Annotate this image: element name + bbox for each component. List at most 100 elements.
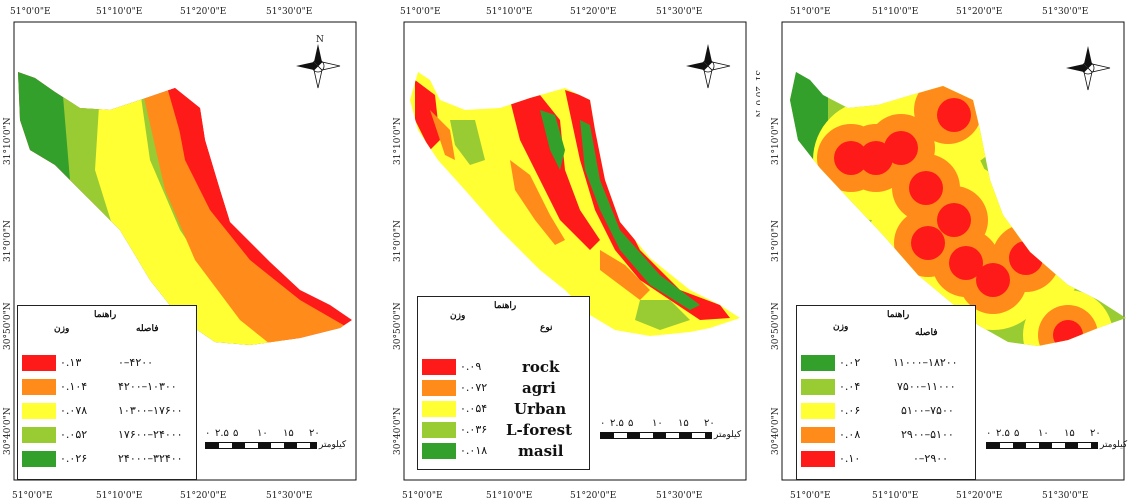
legend-swatch: [422, 422, 456, 438]
lon-tick: 51°30'0"E: [266, 491, 312, 501]
scale-bar: ۰ ۲.۵ ۵ ۱۰ ۱۵ ۲۰ کیلومتر: [600, 418, 742, 440]
lat-tick: 31°0'0"N: [771, 220, 781, 262]
legend-class: ۰–۴۲۰۰: [118, 356, 154, 369]
legend-class: ۲۹۰۰–۵۱۰۰: [901, 428, 954, 441]
lon-tick: 51°20'0"E: [180, 7, 226, 17]
legend-class: ۱۱۰۰۰–۱۸۲۰۰: [893, 356, 958, 369]
lat-tick: 30°50'0"N: [393, 302, 403, 350]
legend-class: ۱۷۶۰۰–۲۴۰۰۰: [118, 428, 183, 441]
lat-tick: 31°10'0"N: [771, 117, 781, 165]
legend-swatch: [22, 379, 56, 395]
svg-text:N: N: [316, 35, 324, 45]
legend-title: راهنما: [494, 301, 517, 311]
lon-tick: 51°0'0"E: [790, 7, 831, 17]
legend-weight-header: وزن: [54, 324, 70, 334]
legend-swatch: [801, 427, 835, 443]
legend-class: ۰–۲۹۰۰: [913, 452, 949, 465]
legend-weight: ۰.۰۲: [839, 356, 861, 369]
map1-legend: راهنما وزن فاصله ۰.۱۳ ۰–۴۲۰۰ ۰.۱۰۴ ۴۲۰۰–۱۰…: [17, 305, 197, 480]
scale-unit: کیلومتر: [714, 430, 742, 440]
lat-tick: 31°20'0"N: [753, 70, 760, 118]
legend-class: masil: [518, 442, 564, 460]
legend-swatch: [801, 403, 835, 419]
lon-tick: 51°10'0"E: [96, 7, 142, 17]
lon-tick: 51°10'0"E: [96, 491, 142, 501]
lat-tick: 31°0'0"N: [3, 220, 13, 262]
scale-bar-graphic: [600, 432, 712, 439]
lon-tick: 51°10'0"E: [486, 491, 532, 501]
legend-class: agri: [522, 379, 556, 397]
legend-class: ۵۱۰۰–۷۵۰۰: [901, 404, 954, 417]
map-panel-landuse: 51°0'0"E 51°10'0"E 51°20'0"E 51°30'0"E 5…: [390, 0, 760, 501]
legend-weight: ۰.۰۸: [839, 428, 861, 441]
legend-weight: ۰.۰۵۲: [60, 428, 88, 441]
legend-weight: ۰.۰۹: [460, 360, 482, 373]
lon-tick: 51°10'0"E: [486, 7, 532, 17]
lat-tick: 30°50'0"N: [3, 302, 13, 350]
lon-tick: 51°0'0"E: [402, 491, 443, 501]
lon-tick: 51°20'0"E: [570, 491, 616, 501]
lon-tick: 51°30'0"E: [1042, 491, 1088, 501]
lon-tick: 51°20'0"E: [570, 7, 616, 17]
scale-bar-graphic: [986, 442, 1098, 449]
north-arrow-icon: [1066, 46, 1111, 91]
legend-swatch: [422, 359, 456, 375]
legend-class-header: فاصله: [136, 324, 159, 334]
legend-weight-header: وزن: [450, 311, 466, 321]
legend-weight: ۰.۰۴: [839, 380, 861, 393]
legend-weight-header: وزن: [833, 322, 849, 332]
lon-tick: 51°0'0"E: [12, 491, 53, 501]
legend-swatch: [801, 451, 835, 467]
north-arrow-icon: [686, 44, 731, 89]
scale-bar: ۰ ۲.۵ ۵ ۱۰ ۱۵ ۲۰ کیلومتر: [986, 428, 1128, 450]
legend-swatch: [422, 443, 456, 459]
lat-tick: 31°10'0"N: [393, 117, 403, 165]
legend-weight: ۰.۰۲۶: [60, 452, 88, 465]
legend-swatch: [22, 427, 56, 443]
legend-class: ۴۲۰۰–۱۰۳۰۰: [118, 380, 177, 393]
lon-tick: 51°30'0"E: [1042, 7, 1088, 17]
legend-weight: ۰.۰۵۴: [460, 402, 488, 415]
legend-swatch: [22, 451, 56, 467]
legend-swatch: [422, 380, 456, 396]
lat-tick: 30°40'0"N: [771, 407, 781, 455]
lat-tick: 30°50'0"N: [771, 302, 781, 350]
scale-unit: کیلومتر: [1100, 440, 1128, 450]
lon-tick: 51°10'0"E: [872, 7, 918, 17]
lon-tick: 51°0'0"E: [790, 491, 831, 501]
lon-tick: 51°10'0"E: [872, 491, 918, 501]
legend-class: Urban: [514, 400, 567, 418]
legend-weight: ۰.۰۳۶: [460, 423, 488, 436]
map3-legend: راهنما وزن فاصله ۰.۰۲ ۱۱۰۰۰–۱۸۲۰۰ ۰.۰۴ ۷۵۰…: [796, 305, 976, 480]
lon-tick: 51°30'0"E: [656, 7, 702, 17]
north-arrow-icon: N: [296, 35, 341, 89]
lon-tick: 51°0'0"E: [10, 7, 51, 17]
scale-bar-graphic: [205, 442, 317, 449]
legend-weight: ۰.۱۰: [839, 452, 861, 465]
map1-canvas: N 51°0'0"E 51°10'0"E 51°20'0"E 51°30'0"E…: [3, 7, 357, 501]
map-panel-distance-1: N 51°0'0"E 51°10'0"E 51°20'0"E 51°30'0"E…: [0, 0, 360, 501]
scale-bar: ۰ ۲.۵ ۵ ۱۰ ۱۵ ۲۰ کیلومتر: [205, 428, 347, 450]
lon-tick: 51°20'0"E: [956, 7, 1002, 17]
legend-weight: ۰.۰۷۸: [60, 404, 88, 417]
lat-tick: 30°40'0"N: [3, 407, 13, 455]
legend-class-header: فاصله: [915, 328, 938, 338]
scale-unit: کیلومتر: [319, 440, 347, 450]
lat-tick: 31°10'0"N: [3, 117, 13, 165]
lon-tick: 51°30'0"E: [656, 491, 702, 501]
legend-weight: ۰.۰۱۸: [460, 444, 488, 457]
legend-swatch: [22, 403, 56, 419]
lat-tick: 31°0'0"N: [393, 220, 403, 262]
lon-tick: 51°0'0"E: [400, 7, 441, 17]
legend-swatch: [801, 379, 835, 395]
legend-class: ۱۰۳۰۰–۱۷۶۰۰: [118, 404, 183, 417]
legend-class: ۲۴۰۰۰–۳۲۴۰۰: [118, 452, 183, 465]
lat-tick: 30°40'0"N: [393, 407, 403, 455]
legend-title: راهنما: [887, 310, 910, 320]
legend-class: rock: [522, 358, 560, 376]
legend-class-header: نوع: [540, 323, 553, 333]
legend-weight: ۰.۱۳: [60, 356, 82, 369]
map-panel-distance-2: 51°0'0"E 51°10'0"E 51°20'0"E 51°30'0"E 5…: [768, 0, 1128, 501]
legend-class: ۷۵۰۰–۱۱۰۰۰: [897, 380, 956, 393]
map3-canvas: 51°0'0"E 51°10'0"E 51°20'0"E 51°30'0"E 5…: [771, 7, 1126, 501]
